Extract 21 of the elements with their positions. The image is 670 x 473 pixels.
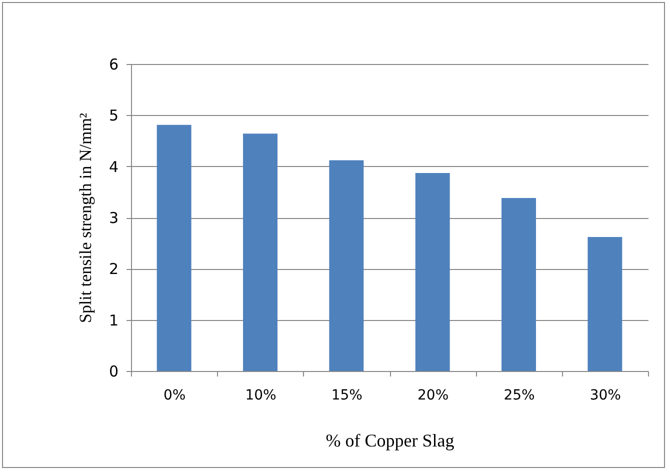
x-tick-label: 25% <box>504 388 535 404</box>
bar <box>502 198 536 371</box>
y-tick-label: 1 <box>108 311 118 330</box>
y-tick-label: 4 <box>108 158 118 176</box>
x-axis-title: % of Copper Slag <box>326 430 454 450</box>
bar <box>415 172 450 371</box>
x-tick-label: 10% <box>245 388 276 404</box>
bar <box>156 124 192 371</box>
y-axis-title: Split tensile strength in N/mm² <box>76 112 95 324</box>
bar <box>329 160 364 371</box>
y-tick-label: 6 <box>108 56 118 74</box>
y-tick-label: 3 <box>108 209 118 227</box>
y-tick-label: 5 <box>108 106 118 125</box>
x-tick-label: 30% <box>590 388 621 404</box>
bar <box>588 236 622 371</box>
bar <box>243 134 278 371</box>
x-tick-label: 20% <box>418 388 449 404</box>
x-tick-label: 0% <box>163 388 186 404</box>
y-tick-label: 2 <box>108 260 118 278</box>
y-tick-label: 0 <box>108 362 118 380</box>
x-tick-label: 15% <box>331 388 362 404</box>
